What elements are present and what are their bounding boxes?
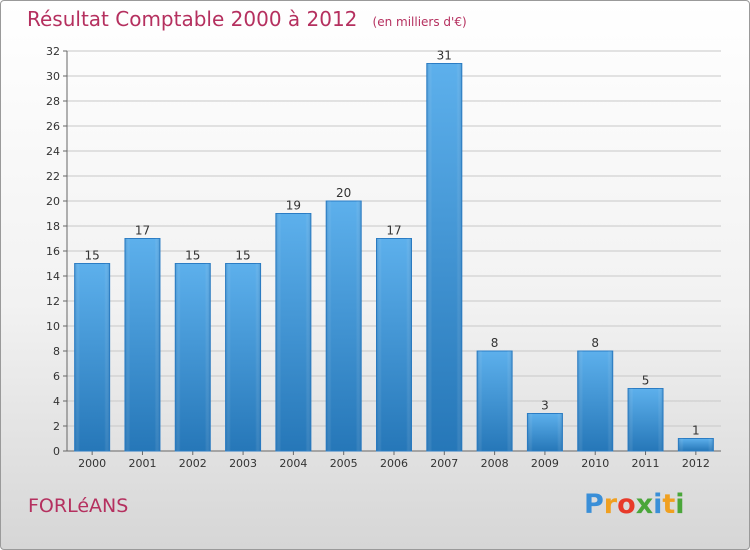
bar-shade xyxy=(376,238,412,451)
y-tick-label: 2 xyxy=(53,420,60,433)
bar-shade xyxy=(124,238,160,451)
chart-title: Résultat Comptable 2000 à 2012 xyxy=(27,7,358,31)
y-tick-label: 10 xyxy=(46,320,60,333)
bar-value-label: 3 xyxy=(541,399,549,413)
x-tick-label: 2004 xyxy=(279,457,307,470)
title-row: Résultat Comptable 2000 à 2012 (en milli… xyxy=(27,7,467,31)
y-tick-label: 16 xyxy=(46,245,60,258)
x-tick-label: 2006 xyxy=(380,457,408,470)
bar-value-label: 19 xyxy=(286,199,301,213)
logo-letter: P xyxy=(584,489,604,520)
bar-value-label: 15 xyxy=(185,249,200,263)
logo-letter: i xyxy=(653,489,663,520)
commune-name: FORLéANS xyxy=(28,495,129,517)
bar-shade xyxy=(275,213,311,451)
bar-shade xyxy=(426,63,462,451)
bar-shade xyxy=(326,201,362,451)
x-tick-label: 2008 xyxy=(481,457,509,470)
bar-shade xyxy=(175,263,211,451)
y-tick-label: 22 xyxy=(46,170,60,183)
y-tick-label: 8 xyxy=(53,345,60,358)
bar-value-label: 8 xyxy=(591,336,599,350)
logo-letter: t xyxy=(662,489,676,520)
logo-letter: r xyxy=(603,489,618,520)
x-tick-label: 2003 xyxy=(229,457,257,470)
bar-value-label: 1 xyxy=(692,424,700,438)
bar-shade xyxy=(477,351,513,451)
bar-shade xyxy=(225,263,261,451)
bar-value-label: 20 xyxy=(336,186,351,200)
bars xyxy=(74,63,714,452)
x-tick-label: 2011 xyxy=(632,457,660,470)
x-tick-label: 2005 xyxy=(330,457,358,470)
y-tick-label: 6 xyxy=(53,370,60,383)
bar-value-label: 15 xyxy=(235,249,250,263)
y-tick-label: 12 xyxy=(46,295,60,308)
y-tick-label: 14 xyxy=(46,270,60,283)
x-tick-label: 2012 xyxy=(682,457,710,470)
bar-value-label: 17 xyxy=(386,224,401,238)
bar-shade xyxy=(74,263,110,451)
bar-shade xyxy=(628,388,664,451)
y-tick-label: 18 xyxy=(46,220,60,233)
bar-value-label: 5 xyxy=(642,374,650,388)
y-tick-label: 26 xyxy=(46,120,60,133)
proxiti-logo: Proxiti xyxy=(584,489,685,520)
x-tick-label: 2002 xyxy=(179,457,207,470)
labels: 0246810121416182022242628303215200017200… xyxy=(46,45,710,470)
logo-letter: o xyxy=(617,489,636,520)
x-tick-label: 2000 xyxy=(78,457,106,470)
logo-letter: x xyxy=(635,489,654,520)
y-tick-label: 30 xyxy=(46,70,60,83)
y-tick-label: 24 xyxy=(46,145,60,158)
chart-unit: (en milliers d'€) xyxy=(372,15,467,29)
y-tick-label: 20 xyxy=(46,195,60,208)
y-tick-label: 0 xyxy=(53,445,60,458)
y-tick-label: 4 xyxy=(53,395,60,408)
bar-shade xyxy=(678,438,714,451)
y-tick-label: 32 xyxy=(46,45,60,58)
bar-value-label: 8 xyxy=(491,336,499,350)
bar-value-label: 31 xyxy=(437,49,452,63)
bar-shade xyxy=(577,351,613,451)
x-tick-label: 2001 xyxy=(128,457,156,470)
x-tick-label: 2010 xyxy=(581,457,609,470)
x-tick-label: 2007 xyxy=(430,457,458,470)
bar-shade xyxy=(527,413,563,451)
y-tick-label: 28 xyxy=(46,95,60,108)
bar-value-label: 15 xyxy=(85,249,100,263)
logo-letter: i xyxy=(675,489,685,520)
bar-value-label: 17 xyxy=(135,224,150,238)
x-tick-label: 2009 xyxy=(531,457,559,470)
